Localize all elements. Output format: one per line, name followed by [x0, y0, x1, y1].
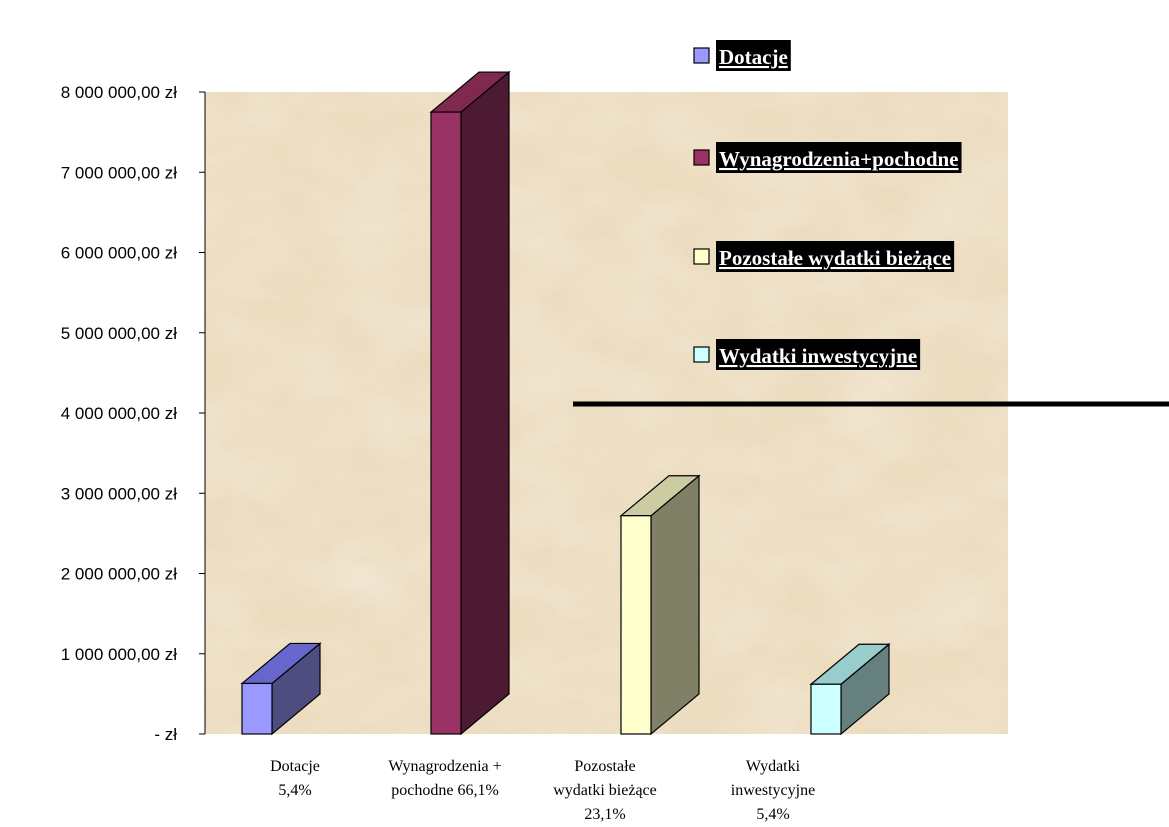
legend-swatch [693, 47, 710, 64]
legend-swatch [693, 248, 710, 265]
x-category-label: inwestycyjne [731, 782, 815, 799]
bar-1 [240, 642, 322, 736]
legend: Dotacje Wynagrodzenia+pochodne Pozostałe… [693, 40, 962, 370]
legend-label: Dotacje [719, 45, 788, 69]
legend-label: Pozostałe wydatki bieżące [719, 246, 951, 270]
legend-label-background [716, 142, 962, 173]
y-tick-label: 3 000 000,00 zł [61, 484, 177, 503]
legend-swatch [693, 346, 710, 363]
x-category-label: Dotacje [270, 758, 320, 775]
bar-4 [809, 642, 891, 736]
y-tick-label: 6 000 000,00 zł [61, 244, 177, 263]
x-category-label: Wynagrodzenia + [388, 758, 501, 775]
y-tick-label: - zł [154, 725, 177, 744]
bar-front [430, 111, 462, 735]
plot-background [205, 92, 1008, 734]
x-category-label: 5,4% [756, 806, 789, 823]
legend-label-background [716, 241, 955, 272]
bar-front [810, 683, 842, 735]
legend-label: Wydatki inwestycyjne [719, 344, 917, 368]
y-tick-label: 8 000 000,00 zł [61, 83, 177, 102]
x-category-label: wydatki bieżące [553, 782, 657, 799]
bar-side [650, 474, 700, 736]
legend-swatch [693, 149, 710, 166]
legend-label-background [716, 40, 791, 71]
bar-front [620, 515, 652, 735]
legend-entry-3: Pozostałe wydatki bieżące [693, 241, 955, 272]
y-axis: - zł 1 000 000,00 zł 2 000 000,00 zł 3 000 … [61, 83, 206, 744]
bar-side [460, 70, 510, 736]
y-tick-label: 2 000 000,00 zł [61, 565, 177, 584]
bars [240, 70, 891, 736]
bar-3 [619, 474, 701, 736]
legend-entry-1: Dotacje [693, 40, 791, 71]
y-tick-label: 7 000 000,00 zł [61, 163, 177, 182]
legend-entry-2: Wynagrodzenia+pochodne [693, 142, 962, 173]
x-axis-labels: Dotacje 5,4% Wynagrodzenia + pochodne 66,1%… [270, 758, 815, 823]
x-category-label: pochodne 66,1% [391, 782, 499, 799]
legend-entry-4: Wydatki inwestycyjne [693, 339, 921, 370]
bar-2 [429, 70, 511, 736]
y-tick-label: 1 000 000,00 zł [61, 645, 177, 664]
x-category-label: Pozostałe [574, 758, 635, 775]
legend-label: Wynagrodzenia+pochodne [719, 147, 959, 171]
bar-front [241, 682, 273, 735]
x-category-label: 23,1% [584, 806, 625, 823]
legend-label-background [716, 339, 921, 370]
y-tick-label: 5 000 000,00 zł [61, 324, 177, 343]
x-category-label: Wydatki [746, 758, 801, 775]
y-tick-label: 4 000 000,00 zł [61, 404, 177, 423]
x-category-label: 5,4% [278, 782, 311, 799]
